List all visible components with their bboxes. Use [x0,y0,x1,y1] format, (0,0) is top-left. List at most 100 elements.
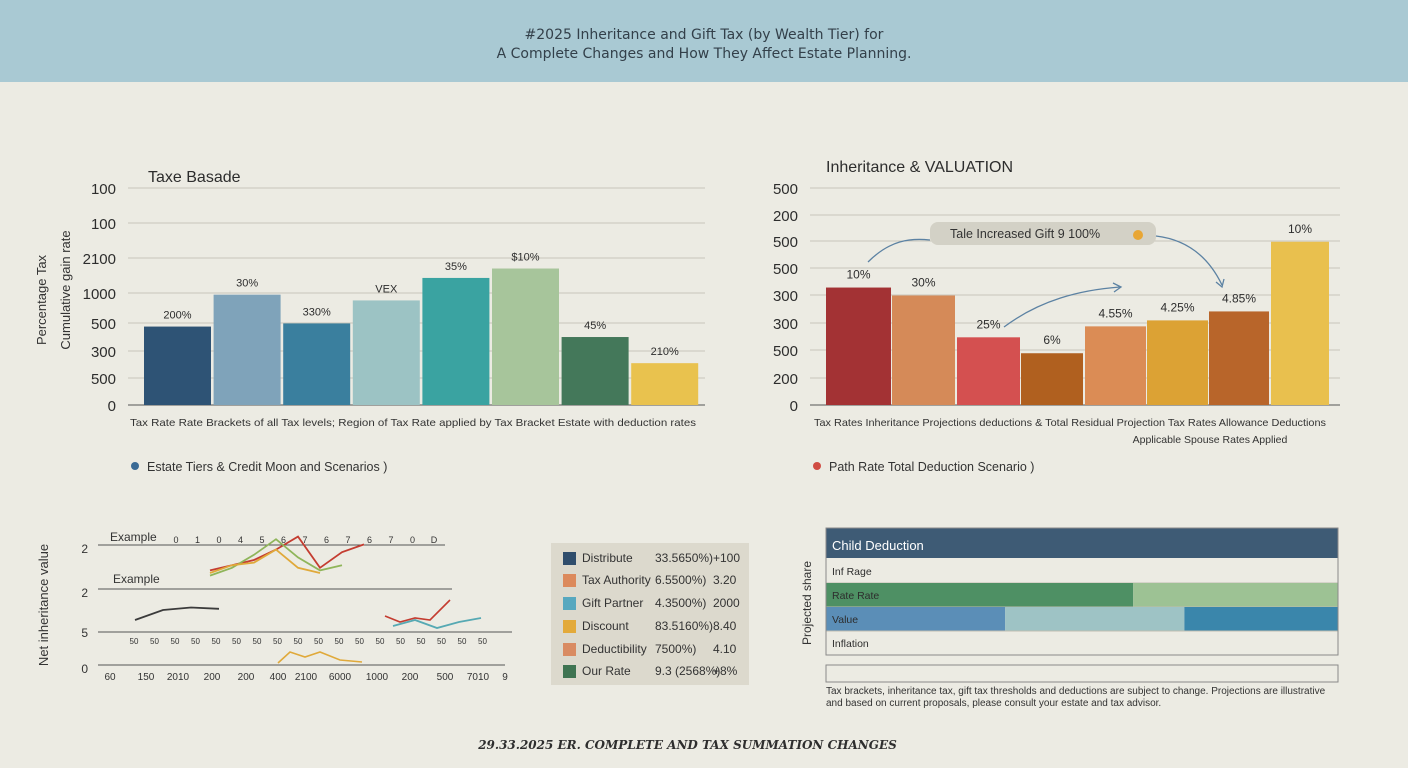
legend-swatch [563,665,576,678]
bar-data-label: 10% [846,268,870,282]
bar-data-label: 4.85% [1222,291,1256,305]
line-series [392,617,482,629]
callout-label: Tale Increased Gift 9 100% [950,227,1100,241]
x-tick-label: 150 [138,672,155,683]
top-axis-label: 1 [195,535,200,545]
small-tick-label: 50 [130,637,139,646]
left-chart-legend: Estate Tiers & Credit Moon and Scenarios… [131,460,387,474]
chart-title: Child Deduction [832,538,924,553]
bar-data-label: 35% [445,261,467,273]
bar [1085,326,1146,405]
y-tick-label: 200 [773,371,798,388]
bar [826,287,891,405]
legend-swatch [563,574,576,587]
legend-row-rate: 3.20 [713,573,737,587]
bar-segment [1005,607,1185,631]
y-tick-label: 500 [91,371,116,388]
small-tick-label: 50 [253,637,262,646]
legend-row-rate: +100 [713,551,741,565]
small-tick-label: 50 [335,637,344,646]
legend-row-rate: 4.10 [713,642,737,656]
legend-row-rate: 2000 [713,596,740,610]
bar [1271,241,1329,405]
legend-swatch [563,552,576,565]
coin-icon [1133,230,1143,240]
legend-row-label: Our Rate [582,664,631,678]
legend-row: Gift Partner 4.3500%) 2000 [563,593,743,613]
bar [492,268,559,405]
y-tick-label: 100 [91,216,116,233]
x-tick-label: 7010 [467,672,490,683]
callout-arrow [867,238,931,263]
trend-arrow [1003,286,1121,328]
legend-row-value: 9.3 (2568%) [655,664,721,678]
footnote: Tax brackets, inheritance tax, gift tax … [826,686,1326,709]
legend-swatch [563,597,576,610]
y-tick-label: 200 [773,208,798,225]
bar-segment [1133,583,1338,607]
small-tick-label: 50 [294,637,303,646]
callout-box [930,222,1156,245]
x-tick-label: 500 [437,672,454,683]
legend-row-value: 4.3500%) [655,596,707,610]
small-tick-label: 50 [191,637,200,646]
bar-data-label: VEX [375,283,398,295]
left-chart-legend-label: Estate Tiers & Credit Moon and Scenarios… [147,460,388,474]
bar-data-label: 4.25% [1160,300,1194,314]
top-axis-label: 5 [259,535,264,545]
y-tick-label: 0 [790,398,798,415]
small-tick-label: 50 [171,637,180,646]
x-tick-label: 2010 [167,672,190,683]
chart-title: Taxe Basade [148,169,241,186]
top-axis-label: 7 [345,535,350,545]
bar [422,277,490,405]
top-axis-label: D [431,535,438,545]
bar-data-label: 30% [236,278,258,290]
legend-row-value: 7500%) [655,642,697,656]
small-tick-label: 50 [355,637,364,646]
small-tick-label: 50 [478,637,487,646]
line-series [384,599,451,623]
y-tick-label: 300 [773,316,798,333]
y-axis-label: Projected share [800,561,814,645]
top-axis-label: 0 [410,535,415,545]
x-axis-label: Tax Rates Inheritance Projections deduct… [814,417,1326,429]
y-tick-label: 500 [773,181,798,198]
row-label: Value [832,614,858,626]
y-axis-label: Net inheritance value [36,544,51,666]
y-tick-label: 500 [773,234,798,251]
bar-data-label: 6% [1043,333,1061,347]
legend-row-label: Tax Authority [582,573,651,587]
right-chart-legend-label: Path Rate Total Deduction Scenario ) [829,460,1035,474]
legend-table: Distribute 33.5650%) +100 Tax Authority … [551,543,749,685]
y-axis-label: Percentage Tax [34,254,49,345]
row-label: Inflation [832,638,869,650]
bar-data-label: 330% [303,306,331,318]
top-axis-label: 4 [238,535,243,545]
row-label: Example [113,572,160,586]
x-tick-label: 6000 [329,672,352,683]
x-tick-label: 9 [502,672,508,683]
top-axis-label: 6 [324,535,329,545]
legend-swatch [563,620,576,633]
legend-row-label: Distribute [582,551,633,565]
small-tick-label: 50 [273,637,282,646]
y-tick-label: 1000 [83,286,116,303]
bar-segment [826,607,1006,631]
bar [1209,311,1269,405]
top-axis-label: 6 [281,535,286,545]
legend-row-label: Gift Partner [582,596,644,610]
small-tick-label: 50 [232,637,241,646]
bar-segment [1184,607,1338,631]
legend-row-value: 6.5500%) [655,573,707,587]
x-tick-label: 2100 [295,672,318,683]
row-label: Inf Rage [832,566,872,578]
y-tick-label: 500 [773,343,798,360]
bar [283,323,351,405]
legend-row: Discount 83.5160%) 8.40 [563,616,743,636]
legend-swatch [563,643,576,656]
x-axis-label: Tax Rate Rate Brackets of all Tax levels… [130,417,696,429]
legend-row: Deductibility 7500%) 4.10 [563,639,743,659]
bar-data-label: 210% [651,346,679,358]
bar-data-label: 25% [976,317,1000,331]
